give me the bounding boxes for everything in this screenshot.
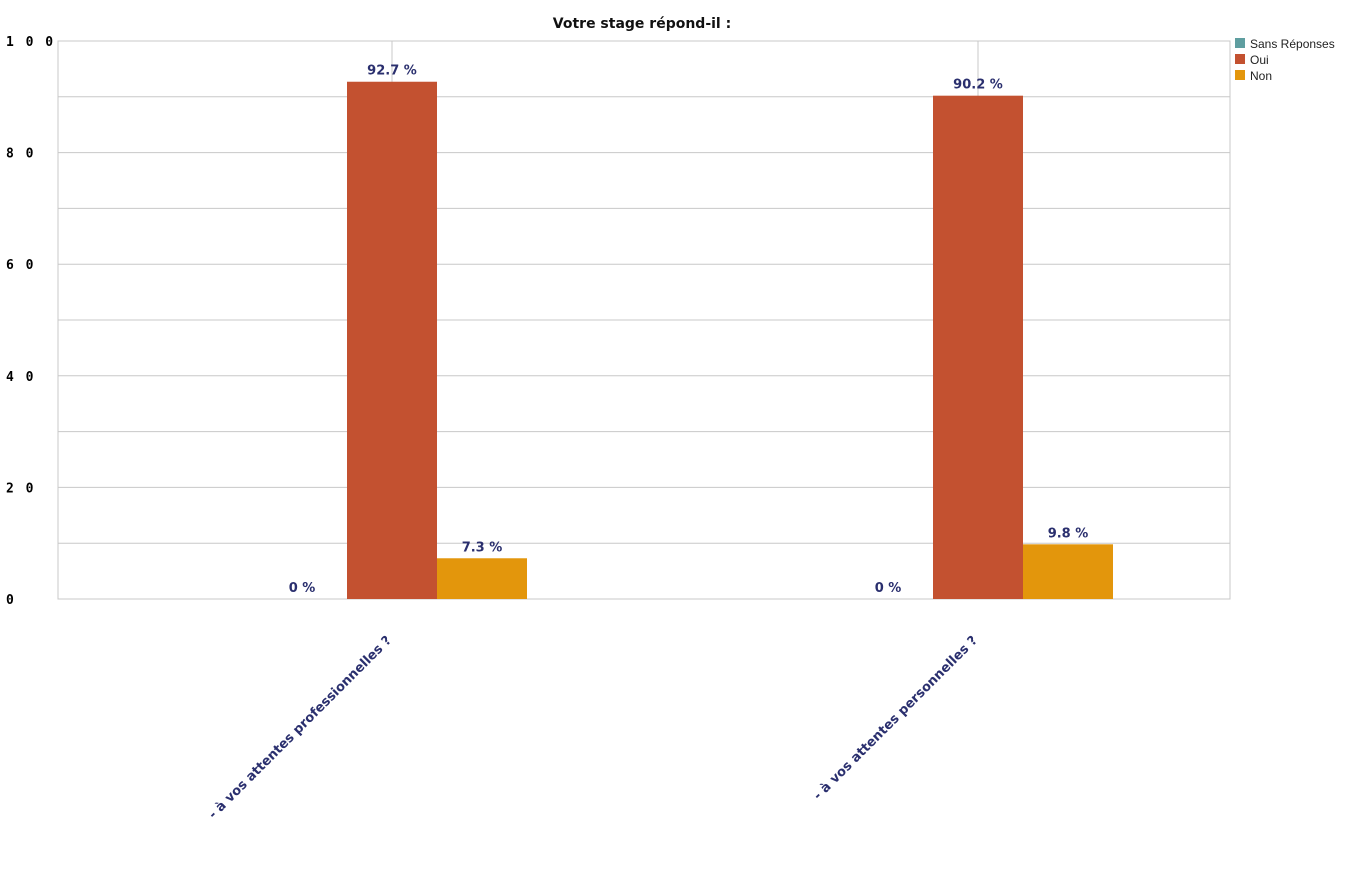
x-tick-label: - à vos attentes professionnelles ? <box>206 633 395 822</box>
bar-non <box>437 558 527 599</box>
x-tick-label: - à vos attentes personnelles ? <box>811 633 981 803</box>
legend-label: Non <box>1250 69 1272 83</box>
data-label: 90.2 % <box>953 78 1003 93</box>
y-tick-label: 0 <box>6 593 16 608</box>
data-labels: 0 % 92.7 % 7.3 % 0 % 90.2 % 9.8 % <box>289 64 1089 596</box>
legend-label: Oui <box>1250 53 1269 67</box>
data-label: 92.7 % <box>367 64 417 79</box>
y-tick-label: 1 0 0 <box>6 35 55 50</box>
bars <box>347 81 1113 600</box>
bar-non <box>1023 544 1113 599</box>
legend: Sans Réponses Oui Non <box>1235 37 1335 83</box>
y-tick-label: 2 0 <box>6 481 35 496</box>
chart-title: Votre stage répond-il : <box>553 16 731 32</box>
x-axis: - à vos attentes professionnelles ? - à v… <box>206 633 981 822</box>
data-label: 7.3 % <box>462 540 503 555</box>
y-tick-label: 4 0 <box>6 370 35 385</box>
legend-swatch <box>1235 38 1245 48</box>
gridlines <box>57 40 1231 600</box>
legend-label: Sans Réponses <box>1250 37 1335 51</box>
plot-border <box>57 40 1231 600</box>
data-label: 0 % <box>875 581 902 596</box>
y-tick-label: 8 0 <box>6 147 35 162</box>
y-axis: 0 2 0 4 0 6 0 8 0 1 0 0 <box>6 35 55 608</box>
y-tick-label: 6 0 <box>6 258 35 273</box>
data-label: 0 % <box>289 581 316 596</box>
legend-swatch <box>1235 70 1245 80</box>
bar-oui <box>347 81 437 599</box>
legend-swatch <box>1235 54 1245 64</box>
bar-oui <box>933 95 1023 600</box>
data-label: 9.8 % <box>1048 526 1089 541</box>
